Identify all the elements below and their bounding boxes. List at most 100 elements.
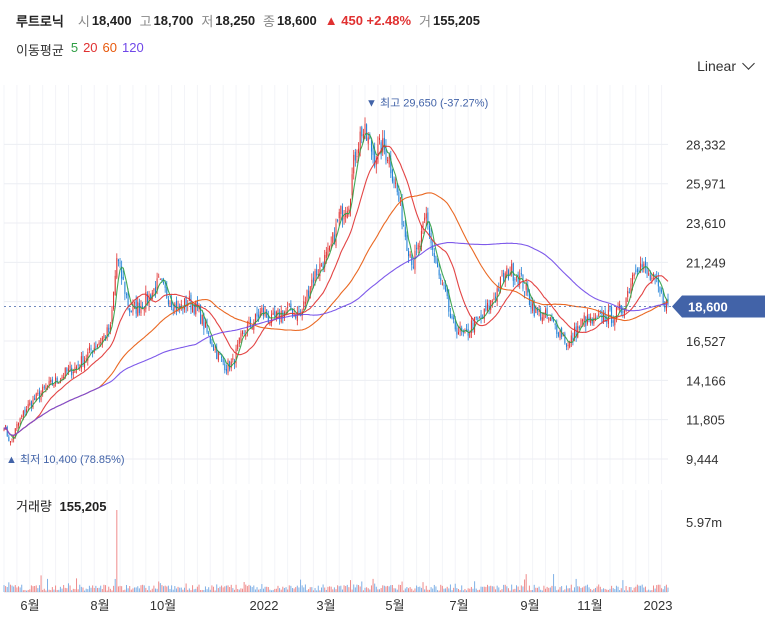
volume-bar bbox=[129, 586, 131, 592]
stock-name: 루트로닉 bbox=[16, 13, 64, 29]
candle-body bbox=[443, 284, 445, 286]
volume-bar bbox=[138, 588, 140, 592]
candle-body bbox=[295, 315, 297, 319]
volume-bar bbox=[498, 587, 500, 592]
candle-body bbox=[596, 317, 598, 319]
candle-body bbox=[27, 404, 29, 409]
scale-dropdown[interactable]: Linear bbox=[697, 57, 755, 74]
max-price-marker: ▼ 최고 29,650 (-37.27%) bbox=[366, 96, 488, 109]
candle-body bbox=[501, 275, 503, 277]
volume-bar bbox=[370, 585, 372, 592]
candle-body bbox=[171, 300, 173, 308]
candle-body bbox=[279, 312, 281, 320]
candle-body bbox=[623, 310, 625, 314]
volume-bar bbox=[366, 587, 368, 592]
candle-body bbox=[358, 148, 360, 154]
volume-bar bbox=[71, 590, 73, 592]
candle-body bbox=[227, 360, 229, 374]
volume-bar bbox=[238, 589, 240, 592]
volume-bar bbox=[630, 587, 632, 592]
volume-bar bbox=[185, 583, 187, 592]
volume-bar bbox=[474, 581, 476, 592]
volume-bar bbox=[501, 589, 503, 592]
volume-bar bbox=[16, 587, 18, 592]
volume-bar bbox=[635, 586, 637, 592]
candle-body bbox=[338, 212, 340, 218]
volume-bar bbox=[522, 586, 524, 592]
candle-body bbox=[124, 281, 126, 294]
candle-body bbox=[164, 284, 166, 288]
volume-bar bbox=[172, 589, 174, 592]
volume-bar bbox=[586, 584, 588, 592]
candle-body bbox=[51, 379, 53, 386]
candle-body bbox=[312, 277, 314, 283]
candle-body bbox=[488, 304, 490, 310]
candle-body bbox=[196, 301, 198, 307]
candle-body bbox=[217, 351, 219, 361]
volume-bar bbox=[306, 590, 308, 592]
volume-bar bbox=[279, 588, 281, 592]
candle-body bbox=[45, 386, 47, 389]
volume-bar bbox=[388, 586, 390, 592]
candle-body bbox=[633, 273, 635, 277]
candle-body bbox=[649, 274, 651, 281]
volume-bar bbox=[34, 585, 36, 592]
volume-bar bbox=[367, 588, 369, 592]
volume-bar bbox=[420, 587, 422, 592]
volume-bar bbox=[590, 588, 592, 592]
volume-bar bbox=[517, 586, 519, 592]
volume-bar bbox=[59, 586, 61, 592]
candle-body bbox=[134, 302, 136, 304]
volume-bar bbox=[88, 585, 90, 592]
volume-bar bbox=[159, 583, 161, 592]
candle-body bbox=[340, 205, 342, 214]
candle-body bbox=[406, 235, 408, 251]
candle-body bbox=[533, 303, 535, 317]
candle-body bbox=[332, 232, 334, 243]
volume-bar bbox=[47, 578, 49, 592]
candle-body bbox=[3, 429, 5, 431]
candle-body bbox=[456, 327, 458, 335]
ma120-label: 120 bbox=[122, 40, 144, 55]
candle-body bbox=[496, 288, 498, 302]
candle-body bbox=[16, 423, 18, 430]
volume-bar bbox=[377, 589, 379, 592]
volume-bar bbox=[271, 590, 273, 592]
volume-bar bbox=[217, 588, 219, 592]
volume-bar bbox=[348, 587, 350, 592]
candle-body bbox=[308, 290, 310, 297]
volume-bar bbox=[42, 589, 44, 592]
volume-bar bbox=[391, 584, 393, 592]
volume-bar bbox=[554, 586, 556, 592]
candle-body bbox=[72, 371, 74, 374]
volume-bar bbox=[317, 585, 319, 592]
candle-body bbox=[225, 369, 227, 372]
candle-body bbox=[317, 273, 319, 275]
volume-bar bbox=[37, 588, 39, 592]
volume-bar bbox=[569, 588, 571, 592]
volume-bar bbox=[242, 588, 244, 592]
volume-bar bbox=[264, 586, 266, 592]
candle-body bbox=[420, 231, 422, 247]
candle-body bbox=[235, 348, 237, 364]
volume-bar bbox=[648, 589, 650, 592]
volume-bar bbox=[5, 586, 7, 592]
candle-body bbox=[256, 312, 258, 317]
volume-bar bbox=[472, 588, 474, 592]
volume-bar bbox=[166, 586, 168, 592]
candle-body bbox=[335, 223, 337, 247]
candle-body bbox=[66, 368, 68, 372]
candle-body bbox=[148, 294, 150, 306]
candle-body bbox=[84, 359, 86, 368]
volume-bar bbox=[490, 585, 492, 592]
candle-body bbox=[224, 363, 226, 371]
candle-body bbox=[475, 316, 477, 318]
candle-body bbox=[119, 262, 121, 264]
volume-bar bbox=[206, 589, 208, 592]
volume-bar bbox=[548, 587, 550, 592]
volume-bar bbox=[177, 586, 179, 592]
volume-bar bbox=[303, 587, 305, 592]
volume-bar bbox=[572, 590, 574, 592]
open-label: 시 bbox=[77, 13, 90, 29]
